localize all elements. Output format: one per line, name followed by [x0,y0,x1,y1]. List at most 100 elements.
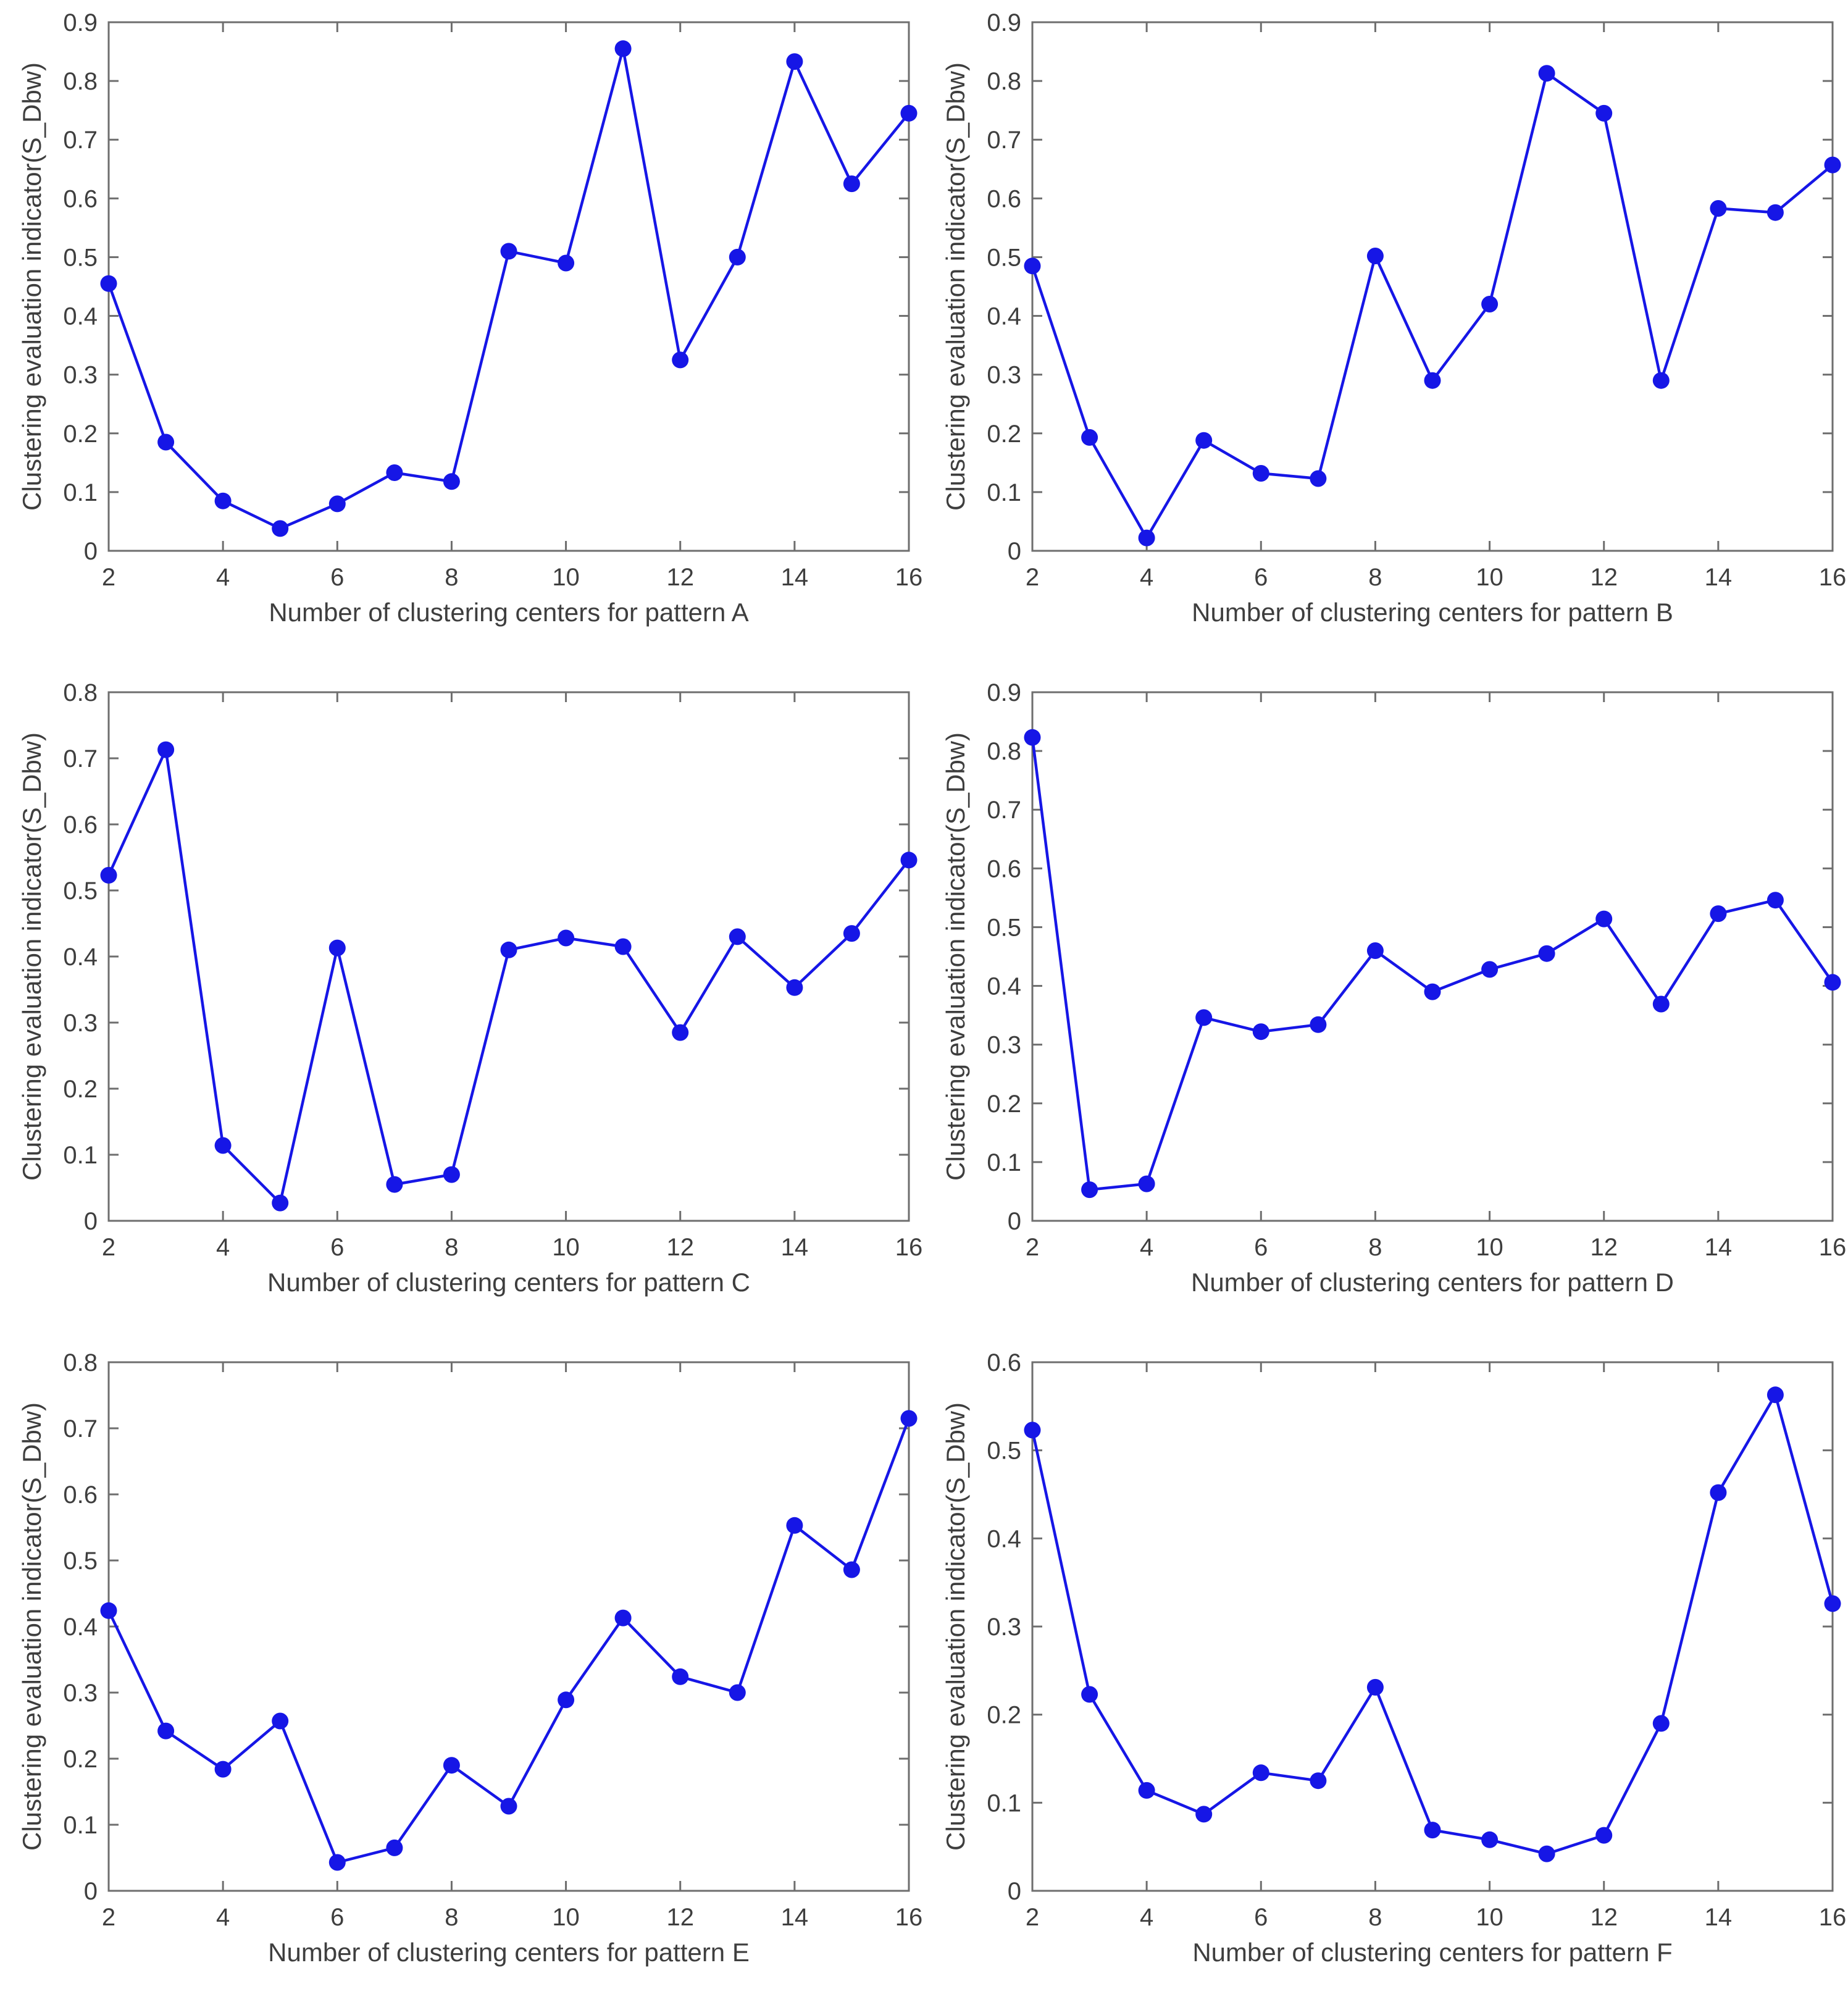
data-point [386,1176,403,1193]
plot-pattern-d: 2 4 6 8 10 12 14 16 0 0.1 0.2 0.3 0.4 0.5 0.6 0.7 0.8 0.9 [987,679,1846,1261]
data-point [729,1684,746,1701]
x-tick-label: 16 [895,564,923,591]
x-axis-label: Number of clustering centers for pattern… [269,598,749,627]
data-point [443,473,460,490]
data-point [843,1561,860,1578]
y-tick-label: 0.6 [987,185,1021,212]
chart-pattern-f: 2 4 6 8 10 12 14 16 0 0.1 0.2 0.3 0.4 0.5 0.6 Clusteri… [924,1340,1848,2010]
data-point [100,1602,117,1619]
x-axis-label: Number of clustering centers for pattern… [267,1268,750,1297]
y-tick-label: 0.8 [987,68,1021,95]
x-tick-label: 14 [1705,1904,1733,1931]
data-point [843,925,860,942]
data-point [1824,156,1841,174]
data-point [1024,258,1041,275]
data-point [1538,65,1555,82]
data-point [614,40,632,57]
data-point [1766,1386,1784,1404]
x-tick-label: 2 [1026,1904,1039,1931]
data-point [1538,945,1555,962]
y-tick-label: 0.5 [987,1438,1021,1465]
y-tick-label: 0.7 [63,745,98,773]
x-tick-label: 4 [1140,1904,1153,1931]
x-tick-label: 6 [1254,1234,1268,1261]
x-tick-label: 2 [1026,564,1039,591]
data-point [843,175,860,193]
data-point [1710,200,1727,217]
y-tick-label: 0.3 [63,362,98,389]
chart-pattern-a: 2 4 6 8 10 12 14 16 0 0.1 0.2 0.3 0.4 0.5 0.6 0.7 0.8 0.9… [0,0,924,670]
y-tick-label: 0.1 [987,479,1021,506]
x-tick-label: 6 [1254,1904,1268,1931]
data-point [214,492,232,509]
y-tick-label: 0.4 [987,973,1021,1000]
y-tick-label: 0.6 [987,1349,1021,1376]
x-tick-label: 8 [445,564,458,591]
x-tick-label: 10 [552,1904,580,1931]
plot-pattern-a: 2 4 6 8 10 12 14 16 0 0.1 0.2 0.3 0.4 0.5 0.6 0.7 0.8 0.9 [63,9,923,591]
data-point [1424,372,1441,389]
data-point [1424,983,1441,1000]
y-tick-label: 0.6 [63,185,98,212]
chart-pattern-b: 2 4 6 8 10 12 14 16 0 0.1 0.2 0.3 0.4 0.5 0.6 0.7 0.8 0.9… [924,0,1848,670]
data-point [1310,470,1327,487]
data-point [214,1761,232,1778]
x-tick-label: 8 [445,1904,458,1931]
plot-pattern-b: 2 4 6 8 10 12 14 16 0 0.1 0.2 0.3 0.4 0.5 0.6 0.7 0.8 0.9 [987,9,1846,591]
data-point [1081,1181,1098,1199]
y-tick-label: 0.9 [63,9,98,36]
y-tick-label: 0.7 [63,127,98,154]
x-tick-label: 12 [666,1234,694,1261]
y-tick-label: 0 [1008,1878,1021,1905]
data-point [272,1712,289,1730]
data-point [1824,1595,1841,1612]
data-point [1710,905,1727,923]
data-point [1481,961,1499,978]
chart-pattern-c: 2 4 6 8 10 12 14 16 0 0.1 0.2 0.3 0.4 0.5 0.6 0.7 0.8 Cl… [0,670,924,1340]
x-tick-label: 14 [1705,1234,1733,1261]
data-point [272,520,289,537]
data-point [1538,1845,1555,1862]
plot-pattern-c: 2 4 6 8 10 12 14 16 0 0.1 0.2 0.3 0.4 0.5 0.6 0.7 0.8 [63,679,922,1261]
data-point [1252,465,1269,482]
y-tick-label: 0.5 [63,877,98,905]
data-point [729,928,746,945]
y-tick-label: 0.1 [63,1142,98,1169]
y-tick-label: 0 [84,1878,98,1905]
data-line [1031,72,1834,540]
chart-pattern-d: 2 4 6 8 10 12 14 16 0 0.1 0.2 0.3 0.4 0.5 0.6 0.7 0.8 0.9… [924,670,1848,1340]
x-tick-label: 2 [102,1904,115,1931]
data-point [1366,1678,1384,1696]
y-tick-label: 0.6 [987,855,1021,882]
data-point [1195,1806,1213,1823]
x-tick-label: 4 [216,1904,230,1931]
x-tick-label: 8 [1368,1904,1382,1931]
y-tick-label: 0.1 [987,1790,1021,1817]
y-tick-label: 0.2 [63,1076,98,1103]
x-tick-label: 14 [1705,564,1733,591]
x-tick-label: 12 [666,1904,694,1931]
data-point [1252,1023,1269,1041]
data-point [1138,1175,1155,1192]
data-point [1595,910,1613,928]
x-tick-label: 6 [330,1234,344,1261]
y-tick-label: 0.8 [987,738,1021,765]
data-point [328,495,346,513]
y-tick-label: 0.1 [987,1149,1021,1176]
data-point [1595,104,1613,122]
y-tick-label: 0.2 [987,421,1021,448]
data-point [786,979,803,996]
y-axis-label: Clustering evaluation indicator(S_Dbw) [17,732,46,1181]
data-point [672,1024,689,1041]
y-tick-label: 0.7 [987,127,1021,154]
y-tick-label: 0 [84,538,98,565]
y-tick-label: 0.8 [63,679,98,706]
y-axis-label: Clustering evaluation indicator(S_Dbw) [17,1402,46,1851]
y-tick-label: 0.3 [987,1614,1021,1641]
x-tick-label: 12 [1590,1904,1618,1931]
data-point [157,741,175,758]
y-tick-label: 0.4 [63,944,98,971]
y-tick-label: 0.4 [987,1525,1021,1552]
x-tick-label: 4 [216,1234,230,1261]
